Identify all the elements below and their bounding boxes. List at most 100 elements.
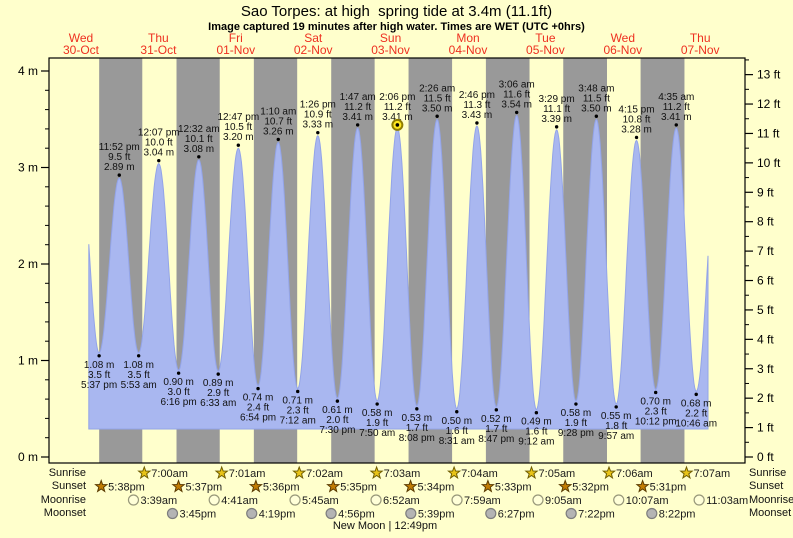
current-tide-marker-dot [395, 123, 400, 127]
day-date-label: 07-Nov [681, 43, 720, 57]
moon-phase-note: New Moon | 12:49pm [332, 520, 438, 532]
ft-axis-tick-label: 3 ft [757, 362, 774, 376]
tide-high-ft: 11.1 ft [543, 104, 570, 115]
tide-low-m: 0.68 m [681, 398, 712, 409]
tide-low-time: 6:54 pm [240, 413, 276, 424]
sunset-icon [326, 479, 341, 493]
moonset-time: 4:19pm [259, 509, 296, 521]
day-name-label: Thu [148, 31, 169, 45]
tide-low-ft: 3.5 ft [128, 370, 150, 381]
tide-high-ft: 9.5 ft [108, 152, 130, 163]
row-label-moonset-left: Moonset [43, 507, 86, 519]
tide-extreme-dot [415, 407, 419, 411]
tide-high-m: 3.43 m [462, 110, 493, 121]
tide-extreme-dot [674, 123, 678, 127]
tide-high-time: 2:06 pm [379, 92, 415, 103]
tide-high-m: 3.50 m [581, 103, 612, 114]
tide-low-m: 0.52 m [481, 414, 512, 425]
tide-low-time: 7:50 am [359, 428, 395, 439]
row-label-sunset-right: Sunset [749, 480, 784, 492]
tide-extreme-dot [97, 354, 101, 358]
tide-high-ft: 11.6 ft [503, 89, 530, 100]
tide-high-time: 3:48 am [578, 83, 614, 94]
tide-high-time: 11:52 pm [99, 142, 140, 153]
moonset-icon [565, 507, 577, 520]
ft-axis-tick-label: 6 ft [757, 274, 774, 288]
moonrise-time: 9:05am [545, 495, 582, 507]
tide-high-m: 3.28 m [621, 124, 652, 135]
sunrise-time: 7:01am [229, 468, 266, 480]
sunset-time: 5:38pm [108, 482, 145, 494]
tide-high-ft: 10.5 ft [224, 122, 252, 133]
tide-low-m: 0.61 m [322, 405, 353, 416]
tide-high-time: 1:47 am [340, 92, 376, 103]
tide-high-m: 3.54 m [501, 99, 532, 110]
sunset-icon [94, 479, 109, 493]
tide-low-time: 5:37 pm [81, 380, 117, 391]
sunset-time: 5:33pm [495, 482, 532, 494]
tide-high-ft: 11.5 ft [424, 93, 451, 104]
sunrise-time: 7:00am [151, 468, 188, 480]
tide-low-time: 9:12 am [518, 437, 554, 448]
moonset-time: 7:22pm [578, 509, 615, 521]
tide-high-time: 12:47 pm [217, 112, 259, 123]
tide-low-ft: 2.3 ft [645, 406, 667, 417]
tide-low-ft: 1.8 ft [605, 421, 627, 432]
tide-low-m: 1.08 m [84, 360, 115, 371]
sunrise-time: 7:06am [616, 468, 653, 480]
tide-extreme-dot [514, 110, 519, 115]
m-axis-tick-label: 3 m [18, 161, 38, 175]
tide-high-ft: 10.9 ft [304, 110, 332, 121]
tide-low-time: 5:53 am [121, 380, 157, 391]
tide-high-time: 1:10 am [260, 106, 296, 117]
tide-high-time: 1:26 pm [300, 100, 336, 111]
sunset-icon [171, 479, 186, 493]
tide-high-m: 3.33 m [303, 120, 334, 131]
day-name-label: Wed [69, 31, 93, 45]
tide-low-time: 10:46 am [675, 418, 717, 429]
tide-high-ft: 10.7 ft [264, 116, 292, 127]
tide-low-m: 0.74 m [243, 393, 274, 404]
tide-high-m: 2.89 m [104, 162, 135, 173]
tide-extreme-dot [653, 390, 658, 395]
tide-low-m: 0.58 m [362, 408, 393, 419]
sunrise-time: 7:03am [384, 468, 421, 480]
sunrise-icon [601, 465, 617, 480]
sun-moon-rows: 7:00am 7:01am 7:02am 7:03am 7:04am 7:05am 7:06… [94, 465, 748, 521]
moonset-time: 3:45pm [179, 509, 216, 521]
moonrise-time: 7:59am [464, 495, 501, 507]
tide-low-m: 0.89 m [203, 378, 234, 389]
moonrise-icon [451, 494, 463, 506]
sunset-icon [635, 479, 650, 493]
row-label-moonrise-left: Moonrise [40, 494, 86, 506]
tide-low-ft: 1.7 ft [485, 424, 507, 435]
tide-extreme-dot [594, 114, 599, 118]
tide-extreme-dot [534, 411, 539, 415]
tide-low-ft: 2.3 ft [287, 405, 309, 416]
ft-axis-tick-label: 9 ft [757, 185, 774, 199]
tide-high-ft: 10.0 ft [145, 138, 173, 149]
tide-low-m: 0.58 m [561, 408, 592, 419]
day-date-label: 05-Nov [526, 43, 565, 57]
tide-low-time: 8:47 pm [478, 434, 514, 445]
tide-high-ft: 11.5 ft [583, 93, 610, 104]
sunrise-icon [137, 465, 152, 480]
moonrise-time: 10:07am [626, 495, 669, 507]
moonrise-icon [370, 494, 382, 506]
tide-high-m: 3.41 m [342, 112, 373, 123]
tide-low-m: 0.71 m [282, 395, 313, 406]
tide-low-ft: 2.4 ft [247, 403, 269, 414]
page-subtitle: Image captured 19 minutes after high wat… [208, 21, 585, 33]
tide-low-time: 10:12 pm [635, 416, 677, 427]
tide-low-time: 9:28 pm [558, 428, 594, 439]
tide-high-m: 3.20 m [223, 132, 254, 143]
tide-low-m: 0.49 m [521, 417, 552, 428]
m-axis-tick-label: 2 m [18, 257, 38, 271]
sunrise-icon [369, 465, 384, 480]
day-name-label: Sun [380, 31, 401, 45]
sunset-time: 5:37pm [186, 482, 223, 494]
sunrise-time: 7:02am [306, 468, 343, 480]
ft-axis-tick-label: 4 ft [757, 332, 774, 346]
day-date-label: 31-Oct [140, 43, 177, 57]
